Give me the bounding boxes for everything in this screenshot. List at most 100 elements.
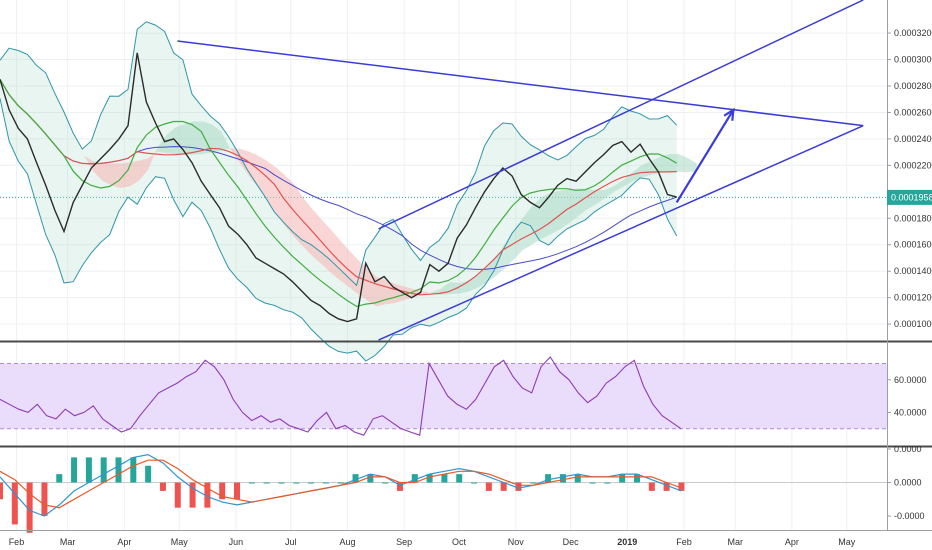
cloud-segment <box>614 179 624 192</box>
histogram-bar <box>204 482 211 508</box>
histogram-bar <box>604 482 611 484</box>
histogram-bar <box>411 474 418 483</box>
cloud-segment <box>248 151 258 187</box>
histogram-bar <box>100 457 107 483</box>
histogram-bar <box>41 482 48 517</box>
cloud-segment <box>477 268 487 288</box>
x-tick-label: Sep <box>396 537 412 547</box>
histogram-bar <box>234 482 241 500</box>
bollinger-upper-line <box>0 21 678 287</box>
cloud-segment <box>559 189 569 230</box>
histogram-bar <box>130 457 137 483</box>
slow-moving-average-line <box>0 79 677 296</box>
x-tick-label: Nov <box>508 537 525 547</box>
projection-arrow <box>675 109 735 203</box>
cloud-segment <box>605 185 615 198</box>
cloud-segment <box>138 158 149 181</box>
cloud-segment <box>93 160 103 181</box>
histogram-bar <box>471 482 478 484</box>
y-tick-label: 0.00014000 <box>894 266 932 276</box>
histogram-bar <box>367 474 374 483</box>
histogram-bar <box>530 482 537 484</box>
grid-lines <box>0 0 887 530</box>
trendline-drawings <box>177 0 864 341</box>
x-tick-label: Jun <box>229 537 244 547</box>
cloud-segment <box>449 281 459 295</box>
histogram-bar <box>589 482 596 484</box>
histogram-bar <box>515 482 522 491</box>
time-scale[interactable]: Feb Mar Apr May Jun Jul Aug Sep Oct Nov Dec 2019 Feb… <box>9 537 856 547</box>
cloud-segment <box>74 144 85 156</box>
cloud-segment <box>522 206 533 250</box>
histogram-bar <box>278 482 285 484</box>
y-tick-label: 0.00030000 <box>894 55 932 65</box>
x-tick-label: Mar <box>60 537 76 547</box>
histogram-bar <box>545 474 552 483</box>
oscillator-band-fill <box>0 363 887 429</box>
histogram-bar <box>352 474 359 483</box>
momentum-series-layer <box>0 453 685 533</box>
histogram-bar <box>500 482 507 491</box>
x-tick-label: Aug <box>339 537 355 547</box>
y-tick-label: -0.0000 <box>894 511 925 521</box>
x-tick-label: May <box>171 537 189 547</box>
cloud-segment <box>276 167 286 227</box>
histogram-bar <box>559 474 566 483</box>
y-tick-label: 60.0000 <box>894 375 927 385</box>
cloud-segment <box>148 147 158 170</box>
cloud-segment <box>111 163 121 189</box>
cloud-segment <box>367 268 377 307</box>
x-tick-label: Jul <box>285 537 297 547</box>
x-tick-label: Oct <box>452 537 467 547</box>
current-price-badge: 0.0001958 <box>887 189 932 205</box>
cloud-segment <box>394 283 405 303</box>
x-tick-label: Dec <box>563 537 580 547</box>
histogram-bar <box>337 482 344 484</box>
histogram-bar <box>0 482 3 500</box>
cloud-segment <box>193 121 203 155</box>
histogram-bar <box>382 482 389 484</box>
cloud-segment <box>376 276 386 307</box>
y-tick-label: 0.0000 <box>894 444 922 454</box>
histogram-bar <box>485 482 492 491</box>
cloud-segment <box>678 153 688 172</box>
histogram-bar <box>159 482 166 491</box>
cloud-segment <box>212 124 222 153</box>
projection-arrow-head <box>723 107 735 121</box>
histogram-bar <box>322 482 329 484</box>
histogram-bar <box>11 482 18 525</box>
histogram-bar <box>174 482 181 508</box>
cloud-segment <box>577 188 587 217</box>
histogram-bar <box>145 465 152 483</box>
cloud-segment <box>596 189 606 205</box>
cloud-segment <box>349 250 359 295</box>
cloud-segment <box>486 257 496 283</box>
histogram-bar <box>71 457 78 483</box>
histogram-bar <box>263 482 270 484</box>
descending-resistance-line <box>177 40 864 127</box>
histogram-bar <box>396 482 403 491</box>
bollinger-band-fill <box>0 21 677 362</box>
y-tick-label: 40.0000 <box>894 407 927 417</box>
lower-channel-line <box>378 124 864 341</box>
histogram-bar <box>26 482 33 533</box>
x-tick-label: Feb <box>9 537 25 547</box>
oscillator-line <box>0 356 682 436</box>
cloud-segment <box>47 114 57 124</box>
y-tick-label: 0.00022000 <box>894 160 932 170</box>
momentum-panel-bg <box>0 449 887 530</box>
x-tick-label: Mar <box>727 537 743 547</box>
y-tick-label: 0.00016000 <box>894 240 932 250</box>
cloud-segment <box>129 160 139 187</box>
price-scale[interactable]: 0.00032000 0.00030000 0.00028000 0.00026000… <box>887 28 932 521</box>
price-line <box>0 52 677 323</box>
histogram-bar <box>574 474 581 483</box>
cloud-segment <box>321 219 331 273</box>
y-tick-label: 0.00010000 <box>894 319 932 329</box>
upper-channel-line <box>378 0 864 230</box>
cloud-segment <box>669 153 679 173</box>
cloud-segment <box>504 230 514 269</box>
histogram-bar <box>648 482 655 491</box>
histogram-bar <box>633 474 640 483</box>
cloud-segment <box>550 190 560 235</box>
